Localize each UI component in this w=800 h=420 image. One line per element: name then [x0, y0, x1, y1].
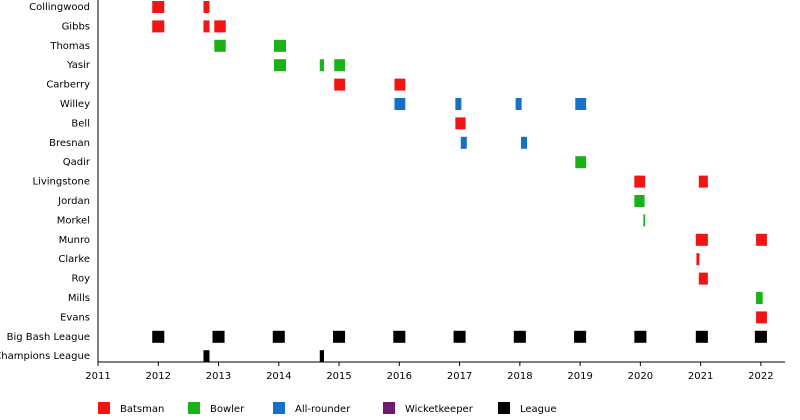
- span-bar: [695, 330, 708, 343]
- x-tick-label: 2019: [567, 371, 592, 382]
- row-label: Champions League: [0, 351, 90, 362]
- span-bar: [212, 330, 225, 343]
- legend-label: Bowler: [210, 404, 245, 415]
- row-label: Mills: [68, 293, 90, 304]
- span-bar: [695, 233, 708, 246]
- span-bar: [634, 330, 647, 343]
- span-bar: [643, 214, 646, 227]
- legend-swatch: [98, 402, 110, 414]
- span-bar: [453, 330, 466, 343]
- row-label: Morkel: [57, 215, 90, 226]
- span-bar: [575, 98, 587, 110]
- span-bar: [214, 39, 226, 52]
- span-bar: [575, 156, 587, 169]
- span-bar: [152, 330, 165, 343]
- x-tick-label: 2017: [447, 371, 472, 382]
- span-bar: [319, 350, 324, 363]
- span-bar: [756, 292, 763, 304]
- span-bar: [394, 98, 406, 110]
- legend-label: Batsman: [120, 404, 164, 415]
- x-tick-label: 2015: [326, 371, 351, 382]
- row-label: Collingwood: [29, 2, 90, 13]
- span-bar: [214, 20, 226, 33]
- row-label: Bresnan: [49, 138, 90, 149]
- row-label: Bell: [71, 118, 90, 129]
- row-label: Big Bash League: [7, 332, 90, 343]
- span-bar: [634, 175, 646, 188]
- span-bar: [698, 175, 708, 188]
- x-tick-label: 2016: [387, 371, 412, 382]
- legend-label: League: [520, 404, 557, 415]
- span-bar: [273, 39, 287, 52]
- span-bar: [455, 98, 462, 110]
- x-tick-label: 2018: [507, 371, 532, 382]
- span-bar: [515, 98, 522, 110]
- span-bar: [319, 59, 324, 72]
- x-tick-label: 2014: [266, 371, 291, 382]
- row-label: Clarke: [58, 254, 90, 265]
- row-label: Gibbs: [62, 21, 90, 32]
- span-bar: [203, 20, 210, 33]
- row-label: Munro: [59, 235, 90, 246]
- x-tick-label: 2021: [688, 371, 713, 382]
- legend-swatch: [498, 402, 510, 414]
- span-bar: [756, 233, 767, 246]
- span-bar: [455, 117, 466, 130]
- span-bar: [152, 1, 165, 13]
- row-label: Livingstone: [33, 177, 90, 188]
- row-label: Qadir: [63, 157, 91, 168]
- span-bar: [460, 136, 467, 149]
- legend-swatch: [383, 402, 395, 414]
- row-label: Jordan: [57, 196, 90, 207]
- legend-swatch: [273, 402, 285, 414]
- span-bar: [334, 59, 346, 72]
- legend-label: Wicketkeeper: [405, 404, 474, 415]
- row-label: Evans: [60, 312, 90, 323]
- span-bar: [574, 330, 587, 343]
- x-tick-label: 2020: [628, 371, 653, 382]
- span-bar: [273, 59, 287, 72]
- row-label: Thomas: [49, 41, 90, 52]
- span-bar: [513, 330, 526, 343]
- row-label: Willey: [60, 99, 90, 110]
- legend-swatch: [188, 402, 200, 414]
- row-label: Yasir: [66, 60, 91, 71]
- span-bar: [698, 272, 708, 285]
- span-bar: [394, 78, 406, 91]
- span-bar: [634, 195, 645, 207]
- span-bar: [203, 1, 210, 13]
- span-bar: [152, 20, 165, 33]
- span-bar: [754, 330, 767, 343]
- x-tick-label: 2012: [146, 371, 171, 382]
- row-label: Carberry: [46, 80, 90, 91]
- span-bar: [521, 136, 528, 149]
- span-bar: [203, 350, 210, 363]
- span-bar: [334, 78, 346, 91]
- span-bar: [393, 330, 406, 343]
- span-bar: [272, 330, 285, 343]
- row-label: Roy: [71, 274, 90, 285]
- legend-label: All-rounder: [295, 404, 351, 415]
- span-bar: [696, 253, 700, 266]
- span-bar: [333, 330, 346, 343]
- x-tick-label: 2013: [206, 371, 231, 382]
- x-tick-label: 2022: [748, 371, 773, 382]
- x-tick-label: 2011: [85, 371, 110, 382]
- span-bar: [756, 311, 767, 324]
